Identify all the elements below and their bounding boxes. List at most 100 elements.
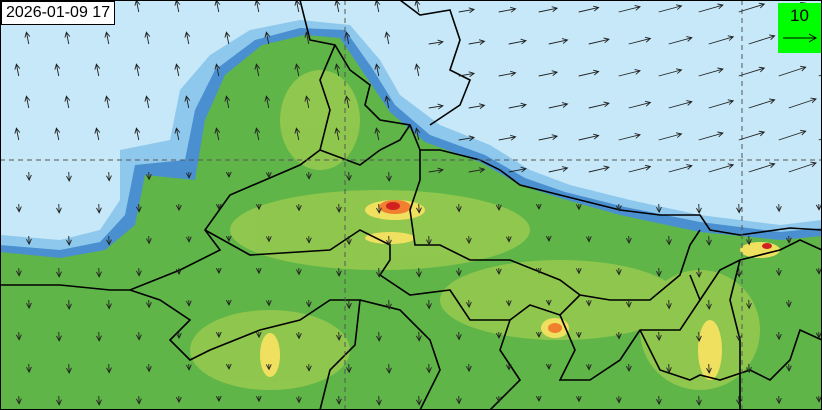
wind-arrow	[736, 395, 742, 406]
wind-arrow	[376, 267, 382, 278]
wind-arrow	[185, 299, 192, 307]
wind-arrow	[588, 101, 610, 109]
wind-arrow	[708, 35, 735, 45]
wind-arrow	[386, 171, 392, 182]
wind-arrow	[96, 395, 102, 406]
wind-arrow	[696, 395, 702, 406]
wind-arrow	[465, 363, 472, 373]
wind-arrow	[615, 331, 622, 340]
wind-arrow	[56, 331, 62, 342]
wind-arrow	[264, 31, 271, 45]
wind-arrow	[54, 63, 61, 77]
wind-arrow	[548, 102, 569, 109]
wind-arrow	[66, 299, 72, 310]
wind-arrow	[184, 31, 191, 45]
wind-arrow	[778, 129, 807, 141]
wind-arrow	[426, 299, 432, 310]
wind-arrow	[106, 235, 112, 246]
wind-arrow	[386, 299, 392, 310]
wind-arrow	[696, 203, 702, 214]
wind-arrow	[416, 395, 422, 406]
wind-arrow	[578, 5, 600, 13]
wind-arrow	[505, 299, 512, 307]
wind-arrow	[295, 395, 302, 404]
wind-arrow	[585, 299, 592, 307]
wind-arrow	[618, 133, 642, 141]
wind-arrow	[426, 235, 432, 246]
wind-arrow	[575, 395, 582, 403]
wind-arrow	[175, 267, 182, 276]
wind-arrow	[294, 127, 301, 141]
wind-arrow	[135, 203, 142, 213]
wind-arrow	[575, 331, 582, 339]
wind-arrow	[588, 165, 610, 173]
wind-arrow	[214, 127, 221, 141]
wind-arrow	[346, 171, 352, 182]
wind-arrow	[265, 299, 272, 307]
wind-arrow	[295, 203, 302, 212]
wind-arrow	[104, 95, 111, 109]
wind-arrow	[736, 203, 742, 214]
wind-arrow	[455, 331, 462, 341]
wind-arrow	[535, 395, 542, 403]
wind-legend-value: 10	[790, 6, 809, 25]
wind-arrow	[696, 267, 702, 278]
wind-arrow	[505, 235, 512, 243]
wind-arrow	[175, 203, 182, 212]
wind-arrow	[736, 331, 742, 342]
wind-arrow	[815, 267, 822, 275]
wind-arrow	[225, 299, 232, 307]
wind-arrow	[305, 363, 312, 372]
wind-arrow	[15, 331, 22, 341]
wind-arrow	[334, 63, 341, 77]
wind-arrow	[144, 31, 151, 45]
wind-arrow	[748, 162, 776, 173]
wind-arrow	[708, 99, 735, 109]
wind-arrow	[656, 267, 662, 278]
wind-arrow	[344, 95, 351, 109]
wind-arrow	[264, 95, 271, 109]
wind-arrow	[175, 395, 182, 404]
wind-arrow	[26, 171, 32, 182]
wind-arrow	[225, 235, 232, 243]
wind-arrow	[215, 203, 222, 211]
wind-arrow	[346, 363, 352, 374]
wind-arrow	[305, 235, 312, 244]
wind-arrow	[615, 395, 622, 404]
wind-arrow	[508, 38, 527, 45]
wind-arrow	[775, 203, 782, 213]
wind-arrow	[545, 299, 552, 306]
wind-arrow	[618, 69, 642, 77]
wind-arrow	[746, 235, 752, 246]
wind-arrow	[336, 395, 342, 405]
wind-arrow	[305, 299, 312, 308]
wind-arrow	[658, 68, 683, 77]
wind-arrow	[455, 203, 462, 213]
wind-arrow	[185, 171, 192, 179]
wind-arrow	[56, 203, 62, 214]
wind-arrow	[575, 203, 582, 211]
wind-arrow	[538, 134, 559, 141]
wind-vectors	[14, 0, 822, 406]
wind-arrow	[666, 235, 672, 246]
wind-arrow	[106, 299, 112, 310]
wind-arrow	[656, 203, 662, 214]
wind-arrow	[64, 31, 71, 45]
wind-arrow	[94, 63, 101, 77]
wind-arrow-icon	[783, 33, 818, 43]
wind-arrow	[304, 95, 311, 109]
wind-arrow	[508, 166, 527, 173]
wind-arrow	[746, 299, 752, 310]
wind-arrow	[346, 299, 352, 310]
wind-arrow	[465, 235, 472, 245]
wind-arrow	[66, 171, 72, 182]
wind-arrow	[458, 71, 476, 78]
wind-arrow	[658, 132, 683, 141]
wind-arrow	[458, 135, 476, 142]
wind-arrow	[428, 103, 444, 110]
wind-arrow	[535, 331, 542, 339]
wind-arrow	[265, 171, 272, 179]
wind-arrow	[174, 127, 181, 141]
wind-arrow	[414, 127, 421, 141]
